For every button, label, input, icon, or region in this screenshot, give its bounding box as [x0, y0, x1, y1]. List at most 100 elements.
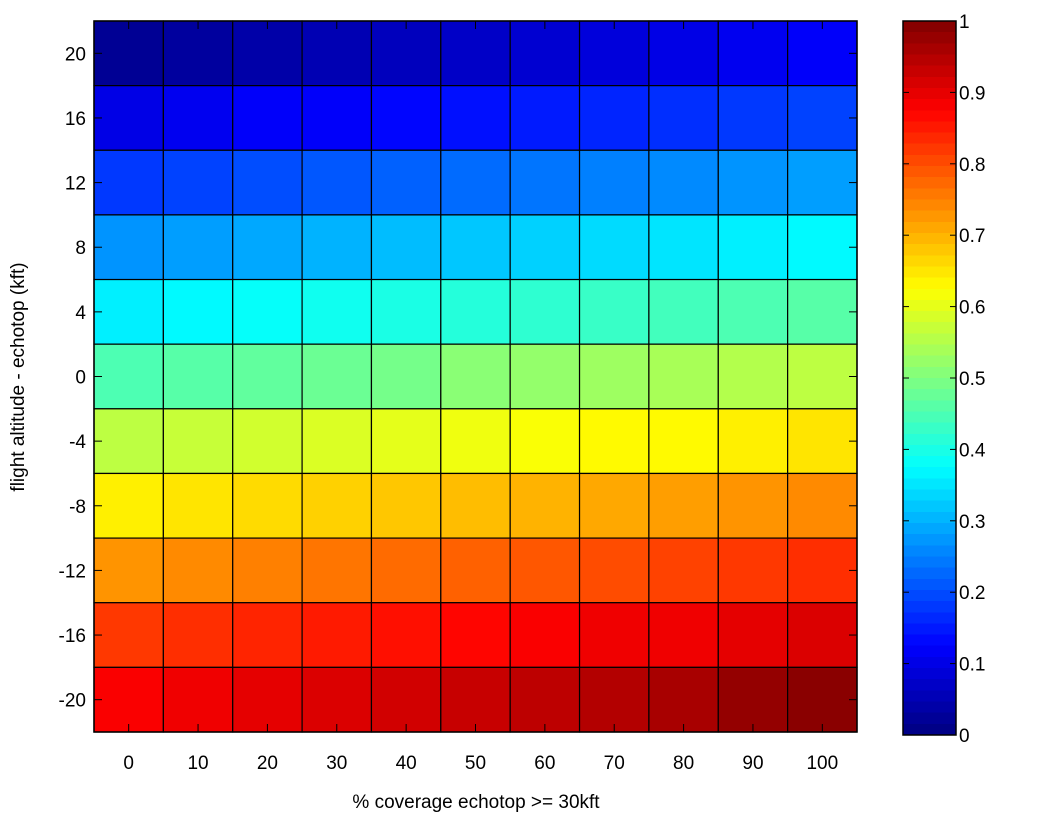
heatmap-cell	[93, 537, 164, 604]
heatmap-cell	[232, 214, 303, 281]
heatmap-cell	[232, 149, 303, 216]
x-axis-label: % coverage echotop >= 30kft	[352, 792, 600, 813]
y-tick-label: 12	[65, 174, 86, 195]
colorbar-tick-label: 0.6	[959, 298, 985, 319]
heatmap-cell	[787, 472, 858, 539]
heatmap-cell	[93, 666, 164, 733]
heatmap-cell	[162, 278, 234, 345]
heatmap-cell	[93, 214, 164, 281]
heatmap-cell	[93, 343, 164, 410]
heatmap-cell	[440, 408, 511, 475]
heatmap-cell	[370, 472, 442, 539]
heatmap-cell	[578, 472, 650, 539]
heatmap-cell	[232, 278, 303, 345]
heatmap-cell	[717, 666, 789, 733]
heatmap-cell	[370, 214, 442, 281]
heatmap-cell	[301, 214, 373, 281]
y-tick-label: 8	[75, 238, 86, 259]
heatmap-cell	[440, 666, 511, 733]
heatmap-cell	[787, 214, 858, 281]
heatmap-cell	[648, 666, 719, 733]
heatmap-cell	[370, 602, 442, 668]
heatmap-cell	[578, 343, 650, 410]
x-tick-label: 0	[123, 753, 134, 774]
heatmap-cell	[578, 149, 650, 216]
x-tick-label: 90	[742, 753, 763, 774]
heatmap-cell	[162, 149, 234, 216]
heatmap-cell	[301, 408, 373, 475]
heatmap-cell	[440, 343, 511, 410]
heatmap-cell	[717, 343, 789, 410]
colorbar-tick-label: 0.1	[959, 655, 985, 676]
heatmap-cell	[232, 343, 303, 410]
heatmap-cell	[232, 20, 303, 87]
heatmap-cell	[301, 602, 373, 668]
heatmap-cell	[509, 149, 581, 216]
heatmap-cell	[162, 85, 234, 151]
x-tick-label: 60	[534, 753, 555, 774]
heatmap-cell	[509, 85, 581, 151]
heatmap-cell	[232, 472, 303, 539]
y-tick-label: -8	[69, 497, 86, 518]
heatmap-cell	[370, 343, 442, 410]
heatmap-cell	[93, 149, 164, 216]
heatmap-cell	[509, 278, 581, 345]
heatmap-cell	[232, 408, 303, 475]
heatmap-cell	[717, 149, 789, 216]
heatmap-cell	[93, 20, 164, 87]
heatmap-cell	[717, 472, 789, 539]
heatmap-cell	[787, 602, 858, 668]
x-tick-label: 30	[326, 753, 347, 774]
x-tick-label: 20	[257, 753, 278, 774]
heatmap-cell	[648, 20, 719, 87]
heatmap-cell	[301, 278, 373, 345]
heatmap-cell	[162, 537, 234, 604]
colorbar-ticks: 0 0.1 0.2 0.3 0.4 0.5 0.6 0.7 0.8 0.9 1	[903, 12, 986, 747]
heatmap-cell	[370, 408, 442, 475]
heatmap-cell	[440, 472, 511, 539]
heatmap-cell	[717, 278, 789, 345]
heatmap-cell	[578, 85, 650, 151]
heatmap-cell	[578, 602, 650, 668]
heatmap-cell	[648, 472, 719, 539]
y-tick-label: 0	[75, 368, 86, 389]
colorbar-tick-label: 0	[959, 726, 970, 747]
y-axis-ticks: 20 16 12 8 4 0 -4 -8 -12 -16 -20	[59, 44, 857, 712]
heatmap-cell	[232, 537, 303, 604]
heatmap-cell	[162, 20, 234, 87]
heatmap-cell	[301, 343, 373, 410]
colorbar	[902, 20, 957, 736]
x-tick-label: 70	[604, 753, 625, 774]
heatmap-cell	[370, 666, 442, 733]
colorbar-tick-label: 0.4	[959, 440, 986, 461]
heatmap-cell	[509, 408, 581, 475]
y-tick-label: -12	[59, 561, 86, 582]
heatmap-cell	[301, 472, 373, 539]
y-tick-label: -4	[69, 432, 86, 453]
heatmap-cell	[370, 85, 442, 151]
x-tick-label: 50	[465, 753, 486, 774]
x-tick-label: 40	[396, 753, 417, 774]
heatmap-cells	[93, 20, 858, 733]
heatmap-cell	[648, 343, 719, 410]
heatmap-cell	[301, 666, 373, 733]
heatmap-cell	[578, 214, 650, 281]
colorbar-tick-label: 1	[959, 12, 970, 33]
heatmap-cell	[232, 666, 303, 733]
heatmap-cell	[717, 537, 789, 604]
heatmap-cell	[648, 278, 719, 345]
heatmap-cell	[509, 20, 581, 87]
heatmap-cell	[717, 408, 789, 475]
heatmap-cell	[440, 278, 511, 345]
x-tick-label: 100	[806, 753, 838, 774]
heatmap-cell	[440, 20, 511, 87]
heatmap-cell	[787, 20, 858, 87]
heatmap-cell	[648, 537, 719, 604]
heatmap-cell	[440, 602, 511, 668]
heatmap-cell	[787, 343, 858, 410]
heatmap-cell	[93, 278, 164, 345]
heatmap-cell	[509, 666, 581, 733]
heatmap-cell	[717, 20, 789, 87]
y-tick-label: 4	[75, 303, 86, 324]
